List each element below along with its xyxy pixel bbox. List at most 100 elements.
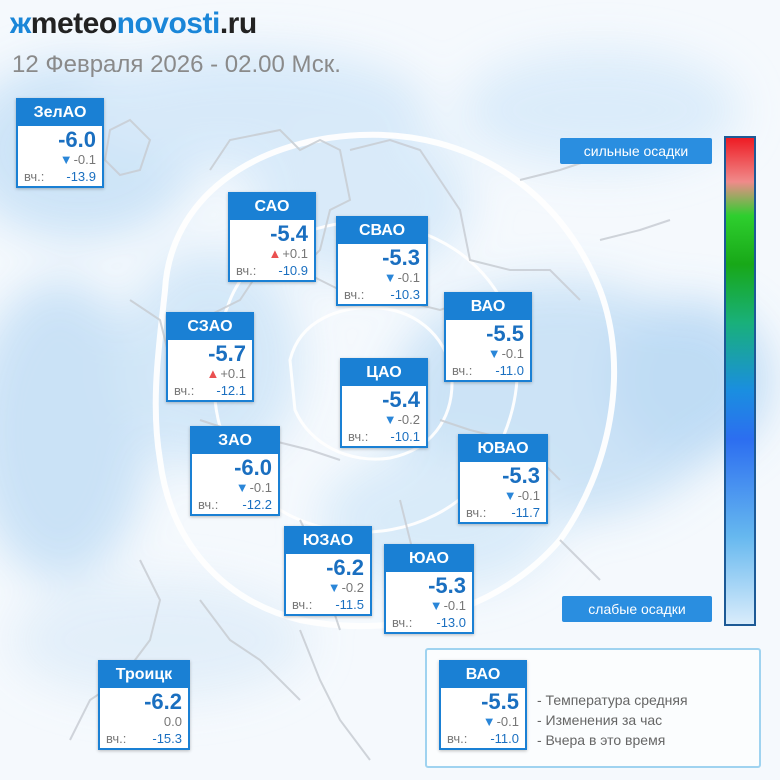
arrow-down-icon: ▼: [487, 346, 501, 361]
district-card-svao[interactable]: СВАО -5.3 ▼-0.1 вч.: -10.3: [336, 216, 428, 306]
hourly-change: ▼-0.1: [192, 480, 278, 496]
yesterday-label: вч.:: [24, 169, 45, 184]
hourly-change-value: -0.1: [501, 346, 524, 361]
precipitation-scale-bar: [724, 136, 756, 626]
hourly-change: ▼-0.2: [286, 580, 370, 596]
yesterday-value: -12.1: [216, 383, 246, 398]
district-name: Троицк: [100, 662, 188, 688]
district-name: СЗАО: [168, 314, 252, 340]
legend-yesterday-value: -11.0: [490, 731, 519, 746]
arrow-up-icon: ▲: [268, 246, 282, 261]
yesterday-row: вч.: -12.1: [168, 382, 252, 400]
district-card-yuao[interactable]: ЮАО -5.3 ▼-0.1 вч.: -13.0: [384, 544, 474, 634]
hourly-change-value: +0.1: [220, 366, 246, 381]
district-temperature: -5.5: [486, 321, 524, 346]
arrow-down-icon: ▼: [383, 270, 397, 285]
district-name: САО: [230, 194, 314, 220]
yesterday-label: вч.:: [236, 263, 257, 278]
district-temperature: -6.0: [58, 127, 96, 152]
yesterday-value: -13.9: [66, 169, 96, 184]
yesterday-row: вч.: -10.1: [342, 428, 426, 446]
legend-temperature: -5.5: [481, 689, 519, 714]
yesterday-label: вч.:: [292, 597, 313, 612]
hourly-change-value: -0.1: [517, 488, 540, 503]
district-card-zelao[interactable]: ЗелАО -6.0 ▼-0.1 вч.: -13.9: [16, 98, 104, 188]
hourly-change: ▲+0.1: [230, 246, 314, 262]
district-temperature: -5.3: [502, 463, 540, 488]
district-temperature: -5.7: [208, 341, 246, 366]
yesterday-label: вч.:: [344, 287, 365, 302]
district-temperature: -6.2: [326, 555, 364, 580]
hourly-change-value: -0.1: [249, 480, 272, 495]
arrow-down-icon: ▼: [383, 412, 397, 427]
yesterday-value: -11.0: [495, 363, 524, 378]
legend-line-temperature: - Температура средняя: [537, 692, 688, 708]
arrow-down-icon: ▼: [327, 580, 341, 595]
legend-sample-card: ВАО -5.5 ▼-0.1 вч.: -11.0: [439, 660, 527, 750]
yesterday-row: вч.: -13.0: [386, 614, 472, 632]
district-card-yuzao[interactable]: ЮЗАО -6.2 ▼-0.2 вч.: -11.5: [284, 526, 372, 616]
logo-text-domain: .ru: [219, 7, 257, 40]
district-temperature: -5.4: [270, 221, 308, 246]
date-time: 12 Февраля 2026 - 02.00 Мск.: [12, 51, 341, 78]
hourly-change-value: -0.2: [341, 580, 364, 595]
logo-mark: ж: [10, 7, 31, 40]
legend-hourly-change: ▼-0.1: [441, 714, 525, 730]
district-card-vao[interactable]: ВАО -5.5 ▼-0.1 вч.: -11.0: [444, 292, 532, 382]
hourly-change: ▼-0.1: [338, 270, 426, 286]
legend-line-change: - Изменения за час: [537, 712, 663, 728]
arrow-down-icon: ▼: [235, 480, 249, 495]
logo-text-novosti: novosti: [116, 7, 221, 40]
yesterday-row: вч.: -10.3: [338, 286, 426, 304]
district-name: ЦАО: [342, 360, 426, 386]
yesterday-label: вч.:: [106, 731, 127, 746]
hourly-change: ▼-0.1: [460, 488, 546, 504]
district-name: ЮАО: [386, 546, 472, 572]
district-temperature: -5.4: [382, 387, 420, 412]
hourly-change: ▼-0.1: [18, 152, 102, 168]
legend-yesterday-row: вч.: -11.0: [441, 730, 525, 748]
yesterday-label: вч.:: [452, 363, 473, 378]
district-card-troitsk[interactable]: Троицк -6.2 0.0 вч.: -15.3: [98, 660, 190, 750]
yesterday-value: -10.3: [390, 287, 420, 302]
arrow-down-icon: ▼: [503, 488, 517, 503]
hourly-change: ▼-0.2: [342, 412, 426, 428]
legend-line-yesterday: - Вчера в это время: [537, 732, 666, 748]
arrow-down-icon: ▼: [482, 714, 496, 729]
district-temperature: -6.2: [144, 689, 182, 714]
hourly-change: 0.0: [100, 714, 188, 730]
legend-panel: ВАО -5.5 ▼-0.1 вч.: -11.0 - Температура с…: [425, 648, 761, 768]
district-card-yuvao[interactable]: ЮВАО -5.3 ▼-0.1 вч.: -11.7: [458, 434, 548, 524]
hourly-change-value: 0.0: [163, 714, 182, 729]
heavy-precipitation-label: сильные осадки: [560, 138, 712, 164]
yesterday-value: -13.0: [436, 615, 466, 630]
district-card-sao[interactable]: САО -5.4 ▲+0.1 вч.: -10.9: [228, 192, 316, 282]
yesterday-label: вч.:: [392, 615, 413, 630]
district-card-cao[interactable]: ЦАО -5.4 ▼-0.2 вч.: -10.1: [340, 358, 428, 448]
district-name: СВАО: [338, 218, 426, 244]
district-name: ЮЗАО: [286, 528, 370, 554]
hourly-change-value: -0.2: [397, 412, 420, 427]
district-name: ВАО: [446, 294, 530, 320]
legend-district-name: ВАО: [441, 662, 525, 688]
yesterday-row: вч.: -10.9: [230, 262, 314, 280]
yesterday-label: вч.:: [466, 505, 487, 520]
hourly-change-value: -0.1: [443, 598, 466, 613]
yesterday-row: вч.: -15.3: [100, 730, 188, 748]
district-card-zao[interactable]: ЗАО -6.0 ▼-0.1 вч.: -12.2: [190, 426, 280, 516]
hourly-change-value: -0.1: [73, 152, 96, 167]
district-name: ЮВАО: [460, 436, 546, 462]
yesterday-label: вч.:: [198, 497, 219, 512]
hourly-change-value: -0.1: [397, 270, 420, 285]
yesterday-value: -11.7: [511, 505, 540, 520]
district-card-szao[interactable]: СЗАО -5.7 ▲+0.1 вч.: -12.1: [166, 312, 254, 402]
yesterday-row: вч.: -11.5: [286, 596, 370, 614]
yesterday-value: -10.1: [390, 429, 420, 444]
site-logo[interactable]: жmeteonovosti.ru: [10, 6, 257, 42]
district-name: ЗАО: [192, 428, 278, 454]
logo-text-meteo: meteo: [30, 7, 117, 40]
yesterday-row: вч.: -13.9: [18, 168, 102, 186]
hourly-change: ▲+0.1: [168, 366, 252, 382]
hourly-change: ▼-0.1: [386, 598, 472, 614]
arrow-down-icon: ▼: [59, 152, 73, 167]
